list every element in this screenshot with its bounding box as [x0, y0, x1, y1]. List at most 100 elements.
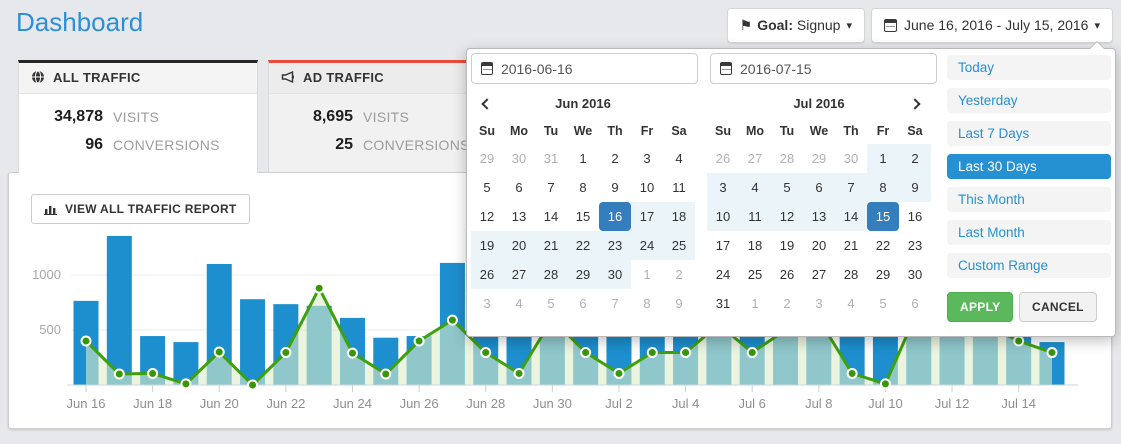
day-cell[interactable]: 26: [471, 260, 503, 289]
date-range-button[interactable]: June 16, 2016 - July 15, 2016 ▾: [871, 8, 1113, 43]
day-cell[interactable]: 5: [771, 173, 803, 202]
day-cell[interactable]: 29: [479, 151, 495, 166]
day-cell[interactable]: 18: [747, 238, 763, 253]
range-option-last-month[interactable]: Last Month: [947, 220, 1111, 245]
range-option-yesterday[interactable]: Yesterday: [947, 88, 1111, 113]
day-cell[interactable]: 31: [543, 151, 559, 166]
day-cell[interactable]: 20: [811, 238, 827, 253]
day-cell[interactable]: 27: [747, 151, 763, 166]
day-cell[interactable]: 13: [511, 209, 527, 224]
day-cell[interactable]: 3: [643, 151, 651, 166]
day-cell[interactable]: 30: [907, 267, 923, 282]
day-cell[interactable]: 22: [875, 238, 891, 253]
day-cell[interactable]: 6: [515, 180, 523, 195]
day-cell[interactable]: 18: [663, 202, 695, 231]
next-month-button[interactable]: [899, 89, 931, 118]
apply-button[interactable]: APPLY: [947, 292, 1014, 322]
day-cell[interactable]: 1: [867, 144, 899, 173]
day-cell[interactable]: 27: [811, 267, 827, 282]
day-cell[interactable]: 5: [547, 296, 555, 311]
day-cell[interactable]: 2: [611, 151, 619, 166]
day-cell[interactable]: 5: [879, 296, 887, 311]
prev-month-button[interactable]: [471, 89, 503, 118]
day-cell[interactable]: 12: [479, 209, 495, 224]
day-cell[interactable]: 23: [907, 238, 923, 253]
day-cell[interactable]: 30: [511, 151, 527, 166]
day-cell[interactable]: 21: [535, 231, 567, 260]
day-cell[interactable]: 1: [643, 267, 651, 282]
day-cell[interactable]: 15: [575, 209, 591, 224]
range-option-custom-range[interactable]: Custom Range: [947, 253, 1111, 278]
day-cell[interactable]: 9: [899, 173, 931, 202]
day-cell[interactable]: 3: [483, 296, 491, 311]
day-cell[interactable]: 5: [483, 180, 491, 195]
day-cell[interactable]: 21: [843, 238, 859, 253]
day-cell[interactable]: 25: [663, 231, 695, 260]
day-cell[interactable]: 2: [675, 267, 683, 282]
day-cell[interactable]: 23: [599, 231, 631, 260]
day-cell[interactable]: 4: [739, 173, 771, 202]
day-cell[interactable]: 30: [843, 151, 859, 166]
day-cell[interactable]: 8: [643, 296, 651, 311]
day-cell[interactable]: 20: [503, 231, 535, 260]
day-cell[interactable]: 3: [707, 173, 739, 202]
day-cell[interactable]: 27: [503, 260, 535, 289]
day-cell[interactable]: 14: [543, 209, 559, 224]
day-cell-selected[interactable]: 16: [599, 202, 631, 231]
range-option-last-7-days[interactable]: Last 7 Days: [947, 121, 1111, 146]
day-cell[interactable]: 3: [815, 296, 823, 311]
day-cell[interactable]: 1: [579, 151, 587, 166]
day-cell[interactable]: 14: [835, 202, 867, 231]
day-cell[interactable]: 24: [715, 267, 731, 282]
day-cell[interactable]: 8: [579, 180, 587, 195]
day-cell[interactable]: 28: [535, 260, 567, 289]
range-option-last-30-days[interactable]: Last 30 Days: [947, 154, 1111, 179]
day-cell[interactable]: 31: [715, 296, 731, 311]
day-cell[interactable]: 17: [715, 238, 731, 253]
day-cell[interactable]: 24: [631, 231, 663, 260]
day-cell[interactable]: 8: [867, 173, 899, 202]
day-cell[interactable]: 25: [747, 267, 763, 282]
day-cell[interactable]: 7: [835, 173, 867, 202]
day-cell[interactable]: 4: [847, 296, 855, 311]
day-cell[interactable]: 9: [675, 296, 683, 311]
goal-dropdown-button[interactable]: ⚑ Goal: Signup ▾: [726, 8, 865, 43]
day-cell[interactable]: 9: [611, 180, 619, 195]
day-cell[interactable]: 4: [515, 296, 523, 311]
range-option-this-month[interactable]: This Month: [947, 187, 1111, 212]
day-cell[interactable]: 1: [751, 296, 759, 311]
day-cell[interactable]: 7: [547, 180, 555, 195]
range-option-today[interactable]: Today: [947, 55, 1111, 80]
all-traffic-card[interactable]: ALL TRAFFIC 34,878 VISITS 96 CONVERSIONS: [18, 60, 258, 173]
day-cell[interactable]: 29: [875, 267, 891, 282]
day-cell[interactable]: 22: [567, 231, 599, 260]
day-cell[interactable]: 19: [779, 238, 795, 253]
day-cell[interactable]: 6: [911, 296, 919, 311]
day-cell[interactable]: 26: [715, 151, 731, 166]
day-cell[interactable]: 29: [567, 260, 599, 289]
view-all-traffic-report-button[interactable]: VIEW ALL TRAFFIC REPORT: [31, 194, 250, 224]
day-cell[interactable]: 28: [843, 267, 859, 282]
day-cell[interactable]: 11: [739, 202, 771, 231]
day-cell[interactable]: 2: [783, 296, 791, 311]
day-cell[interactable]: 6: [803, 173, 835, 202]
day-cell-selected[interactable]: 15: [867, 202, 899, 231]
day-cell[interactable]: 30: [599, 260, 631, 289]
day-cell[interactable]: 2: [899, 144, 931, 173]
day-cell[interactable]: 12: [771, 202, 803, 231]
day-cell[interactable]: 6: [579, 296, 587, 311]
day-cell[interactable]: 29: [811, 151, 827, 166]
day-cell[interactable]: 28: [779, 151, 795, 166]
cancel-button[interactable]: CANCEL: [1019, 292, 1097, 322]
start-date-input[interactable]: [500, 60, 688, 77]
day-cell[interactable]: 10: [639, 180, 655, 195]
end-date-input[interactable]: [739, 60, 927, 77]
day-cell[interactable]: 7: [611, 296, 619, 311]
day-cell[interactable]: 17: [631, 202, 663, 231]
day-cell[interactable]: 11: [672, 180, 686, 195]
day-cell[interactable]: 19: [471, 231, 503, 260]
day-cell[interactable]: 16: [907, 209, 923, 224]
day-cell[interactable]: 13: [803, 202, 835, 231]
day-cell[interactable]: 4: [675, 151, 683, 166]
day-cell[interactable]: 10: [707, 202, 739, 231]
